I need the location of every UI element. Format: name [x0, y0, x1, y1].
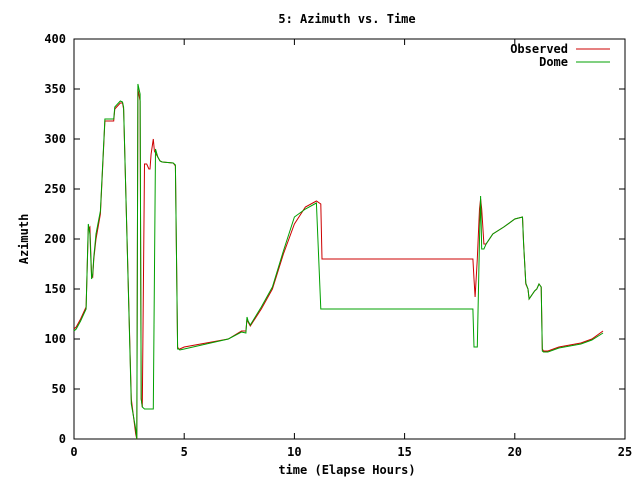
legend: Observed Dome — [510, 42, 610, 69]
series-line-dome — [73, 83, 604, 440]
y-axis-label: Azimuth — [17, 214, 31, 265]
y-axis-ticks: 0 50 100 150 200 250 300 350 400 — [44, 32, 625, 446]
series-lines — [73, 83, 604, 440]
y-tick-label: 400 — [44, 32, 66, 46]
x-tick-label: 0 — [70, 445, 77, 459]
x-tick-label: 20 — [508, 445, 522, 459]
y-tick-label: 350 — [44, 82, 66, 96]
legend-label-dome: Dome — [539, 55, 568, 69]
y-tick-label: 50 — [52, 382, 66, 396]
x-tick-label: 10 — [287, 445, 301, 459]
x-axis-ticks: 0 5 10 15 20 25 — [70, 39, 632, 459]
y-tick-label: 150 — [44, 282, 66, 296]
y-tick-label: 200 — [44, 232, 66, 246]
x-tick-label: 15 — [397, 445, 411, 459]
x-tick-label: 25 — [618, 445, 632, 459]
legend-label-observed: Observed — [510, 42, 568, 56]
x-axis-label: time (Elapse Hours) — [278, 463, 415, 477]
x-tick-label: 5 — [181, 445, 188, 459]
chart-title: 5: Azimuth vs. Time — [278, 12, 415, 26]
y-tick-label: 300 — [44, 132, 66, 146]
y-tick-label: 0 — [59, 432, 66, 446]
plot-frame — [73, 38, 626, 440]
y-tick-label: 250 — [44, 182, 66, 196]
y-tick-label: 100 — [44, 332, 66, 346]
